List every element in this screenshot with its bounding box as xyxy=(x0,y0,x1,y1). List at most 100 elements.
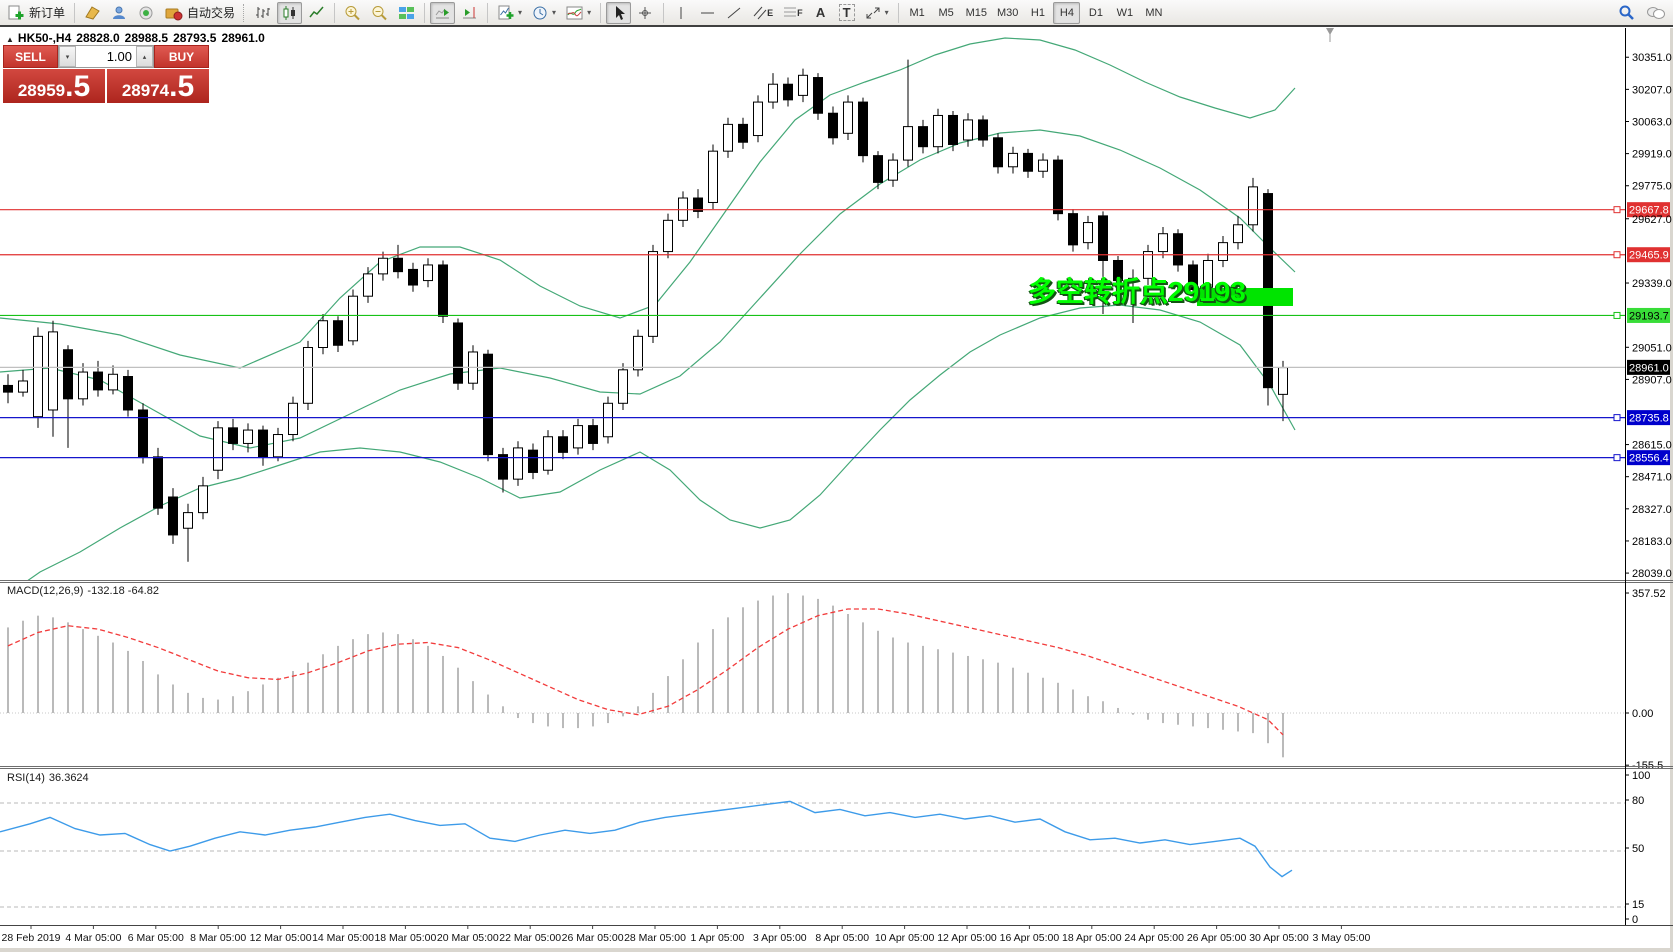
timeframe-h1[interactable]: H1 xyxy=(1030,6,1045,19)
periods-button[interactable]: ▾ xyxy=(528,2,560,24)
timeframe-m5[interactable]: M5 xyxy=(938,6,954,19)
label-tool-letter: T xyxy=(838,4,855,21)
signals-button[interactable] xyxy=(134,2,159,24)
symbol-title: HK50-,H4 xyxy=(17,31,72,45)
sell-price-box[interactable]: 28959 .5 xyxy=(3,69,105,103)
tile-windows-button[interactable] xyxy=(394,2,419,24)
chart-shift-button[interactable] xyxy=(457,2,482,24)
zoom-out-icon xyxy=(372,5,387,20)
volume-input[interactable] xyxy=(76,46,136,67)
separator xyxy=(600,2,602,23)
timeframe-h4[interactable]: H4 xyxy=(1053,1,1081,24)
cursor-button[interactable] xyxy=(606,1,632,24)
volume-up-button[interactable]: ▴ xyxy=(136,46,153,67)
indicators-button[interactable]: ▾ xyxy=(493,2,526,24)
tile-windows-icon xyxy=(399,6,415,19)
date-tick-label: 8 Apr 05:00 xyxy=(815,932,869,944)
bear-candle xyxy=(483,353,493,456)
text-tool-button[interactable]: A xyxy=(809,2,833,24)
price-tag xyxy=(1627,450,1670,466)
search-icon xyxy=(1619,5,1634,20)
bull-candle xyxy=(618,369,628,404)
search-button[interactable] xyxy=(1614,2,1640,24)
separator xyxy=(897,2,899,23)
date-tick-label: 20 Mar 05:00 xyxy=(437,932,499,944)
chat-button[interactable] xyxy=(1642,2,1670,24)
text-tool-letter: A xyxy=(815,5,826,20)
buy-price-box[interactable]: 28974 .5 xyxy=(107,69,209,103)
bull-candle xyxy=(723,123,733,152)
date-tick-label: 12 Mar 05:00 xyxy=(250,932,312,944)
bear-candle xyxy=(333,320,343,346)
bull-candle xyxy=(18,380,28,393)
timeframe-m30[interactable]: M30 xyxy=(997,6,1019,19)
styles-button[interactable] xyxy=(80,2,105,24)
autoscroll-button[interactable] xyxy=(430,1,456,24)
one-click-trading-panel: SELL ▾ ▴ BUY 28959 .5 28974 .5 xyxy=(3,45,209,103)
bear-candle xyxy=(783,83,793,101)
horizontal-line-tool-button[interactable] xyxy=(695,2,720,24)
fibonacci-tool-button[interactable]: F xyxy=(779,2,807,24)
bull-candle xyxy=(288,402,298,436)
bear-candle xyxy=(528,449,538,473)
bar-chart-button[interactable] xyxy=(250,2,275,24)
crosshair-button[interactable] xyxy=(633,2,658,24)
volume-down-button[interactable]: ▾ xyxy=(59,46,76,67)
price-tag-label: 28735.8 xyxy=(1629,413,1669,425)
buy-button[interactable]: BUY xyxy=(154,45,209,68)
chat-icon xyxy=(1647,6,1665,19)
bear-candle xyxy=(1053,159,1063,215)
price-tick-label: 29339.0 xyxy=(1632,278,1672,290)
autotrade-button[interactable]: 自动交易 xyxy=(161,2,239,24)
fibonacci-letter: F xyxy=(797,7,803,18)
bear-candle xyxy=(438,264,448,317)
arrows-tool-button[interactable]: ▾ xyxy=(861,2,893,24)
bull-candle xyxy=(108,373,118,391)
bear-candle xyxy=(1023,152,1033,172)
bull-candle xyxy=(303,347,313,404)
rsi-value: 36.3624 xyxy=(48,772,89,784)
buy-price-fraction: .5 xyxy=(169,70,195,103)
profiles-icon xyxy=(113,6,126,19)
label-tool-button[interactable]: T xyxy=(835,2,859,24)
line-handle xyxy=(1613,251,1621,259)
bear-candle xyxy=(498,454,508,480)
timeframe-d1[interactable]: D1 xyxy=(1088,6,1103,19)
timeframe-w1[interactable]: W1 xyxy=(1116,6,1134,19)
trendline-tool-button[interactable] xyxy=(722,2,747,24)
new-order-button[interactable]: 新订单 xyxy=(3,2,69,24)
candlestick-chart-button[interactable] xyxy=(277,1,303,24)
date-tick-label: 18 Mar 05:00 xyxy=(374,932,436,944)
ohlc-close: 28961.0 xyxy=(221,31,265,45)
timeframe-m1[interactable]: M1 xyxy=(909,6,925,19)
autotrade-label: 自动交易 xyxy=(187,6,236,20)
date-tick-label: 6 Mar 05:00 xyxy=(128,932,184,944)
templates-button[interactable]: ▾ xyxy=(562,2,595,24)
autotrade-icon xyxy=(165,8,183,20)
date-tick-label: 1 Apr 05:00 xyxy=(691,932,745,944)
line-chart-button[interactable] xyxy=(304,2,329,24)
bull-candle xyxy=(33,335,43,418)
rsi-name: RSI(14) xyxy=(7,772,45,784)
price-tag-label: 28961.0 xyxy=(1629,362,1669,374)
channel-tool-button[interactable]: E xyxy=(749,2,777,24)
chart-annotation-text[interactable]: 多空转折点29193 xyxy=(1028,276,1246,307)
autoscroll-icon xyxy=(435,8,450,18)
collapse-icon[interactable]: ▲ xyxy=(6,35,14,44)
timeframe-m15[interactable]: M15 xyxy=(965,6,988,19)
highlight-rectangle[interactable] xyxy=(1197,288,1293,306)
timeframe-mn[interactable]: MN xyxy=(1145,6,1163,19)
bull-candle xyxy=(273,434,283,458)
rsi-line xyxy=(0,800,1293,878)
bear-candle xyxy=(123,376,133,411)
arrows-icon xyxy=(866,7,880,18)
bear-candle xyxy=(168,496,178,536)
zoom-in-button[interactable] xyxy=(340,2,365,24)
profiles-button[interactable] xyxy=(107,2,132,24)
vertical-line-tool-button[interactable] xyxy=(669,2,693,24)
zoom-out-button[interactable] xyxy=(367,2,392,24)
bear-candle xyxy=(828,112,838,139)
sell-button[interactable]: SELL xyxy=(3,45,58,68)
price-tick-label: 30207.0 xyxy=(1632,84,1672,96)
